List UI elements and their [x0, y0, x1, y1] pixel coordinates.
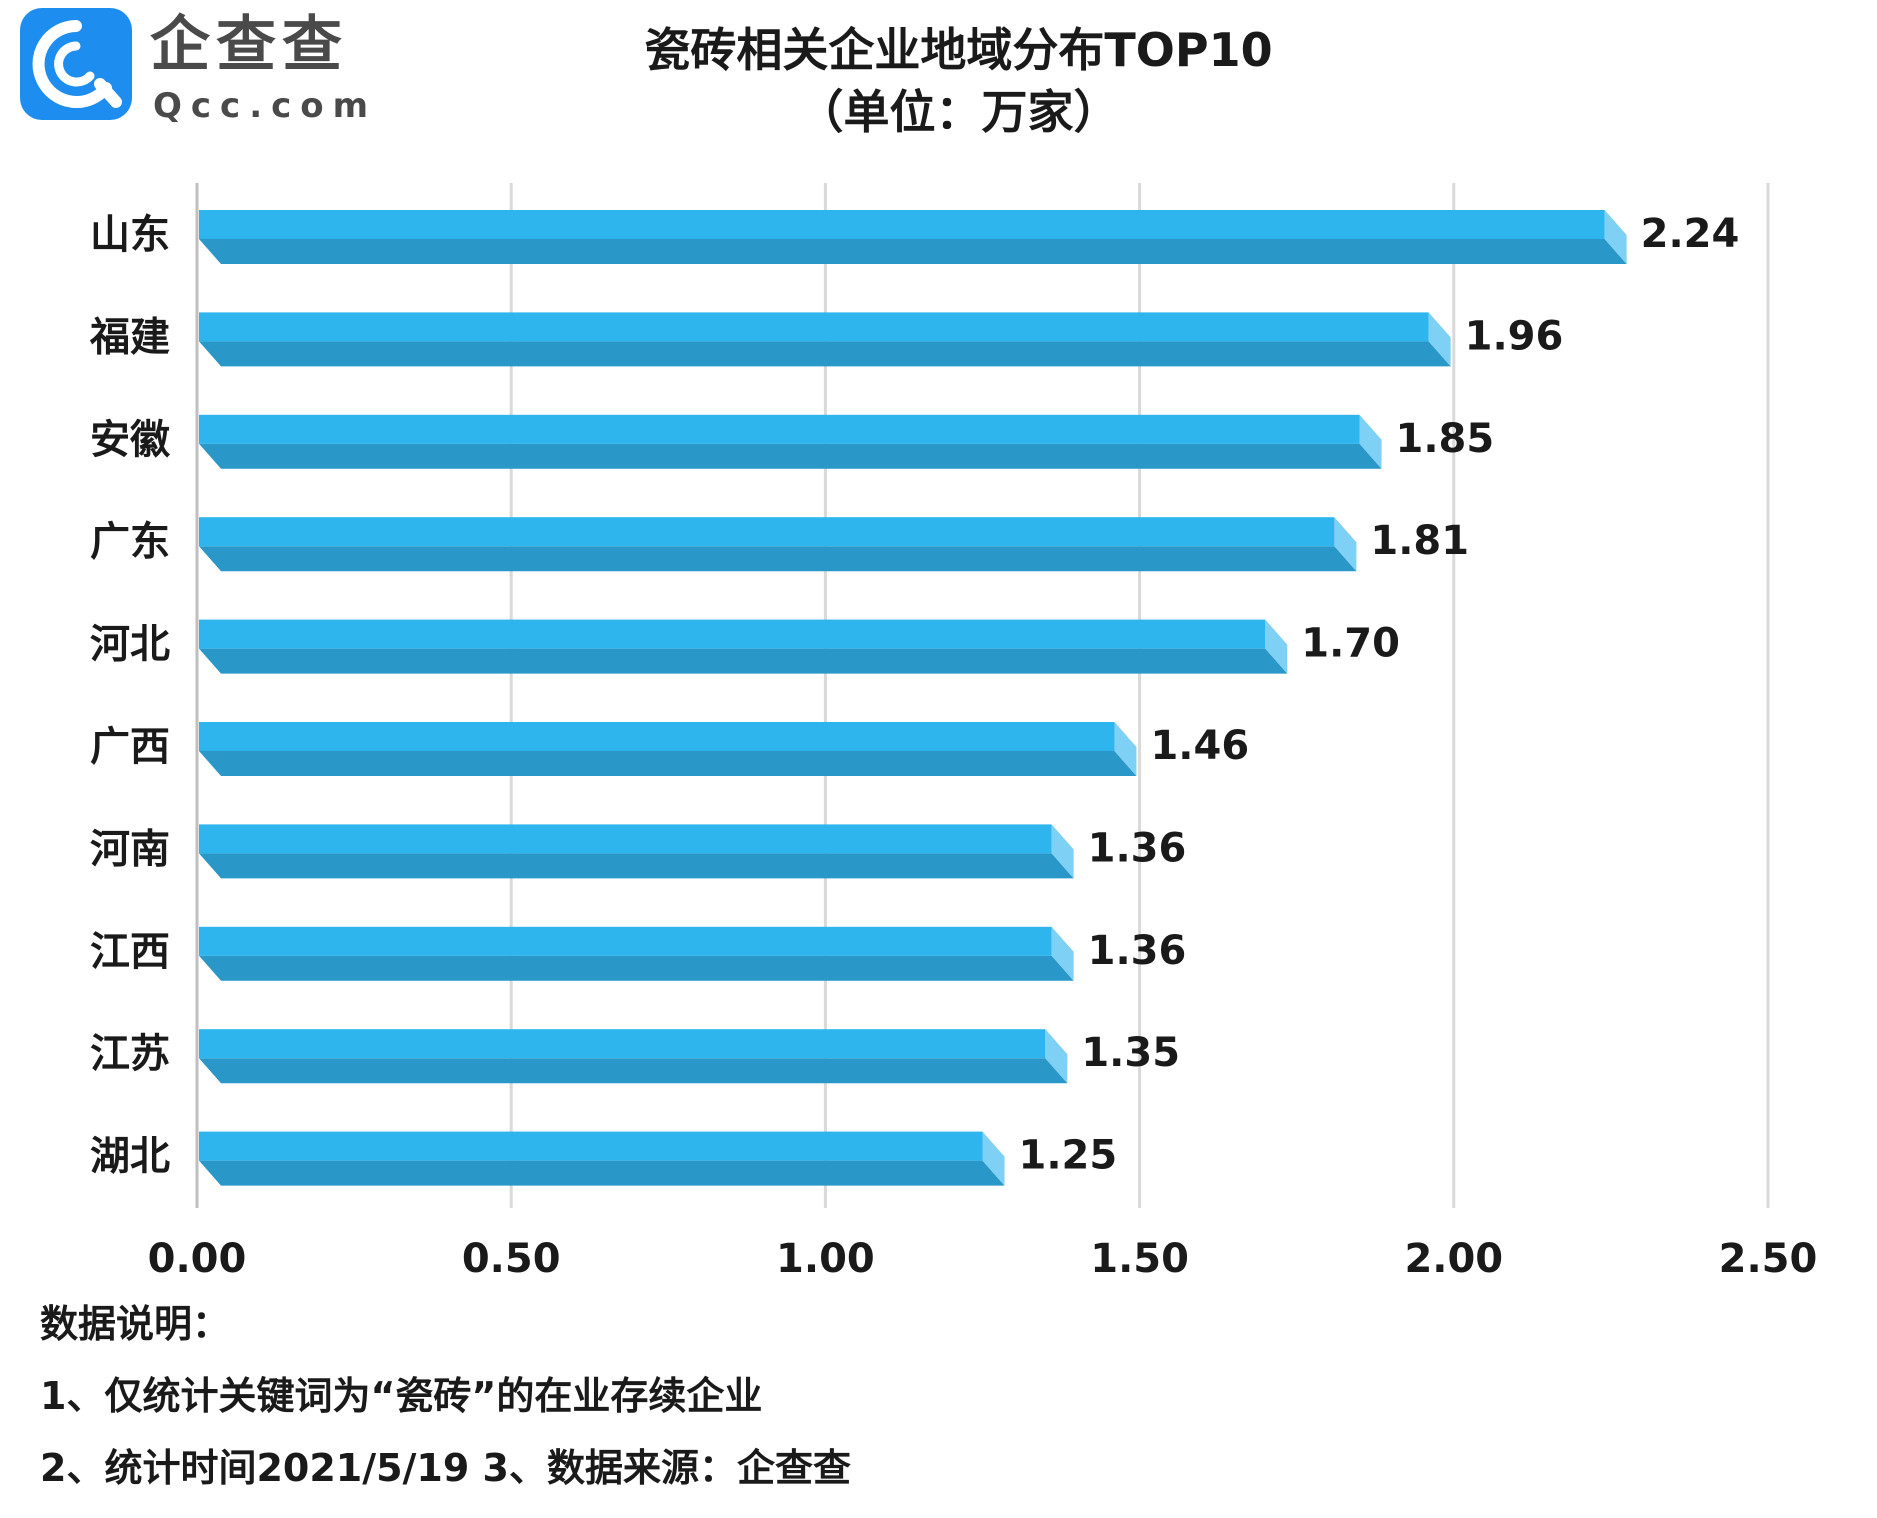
bar-end-cap [1359, 414, 1382, 469]
category-label: 山东 [90, 212, 170, 258]
category-label: 安徽 [90, 417, 171, 463]
bar [199, 517, 1335, 547]
bar-bottom-face [199, 239, 1627, 264]
bar [199, 1131, 983, 1161]
data-notes: 数据说明： 1、仅统计关键词为“瓷砖”的在业存续企业 2、统计时间2021/5/… [40, 1302, 851, 1518]
bar-bottom-face [199, 853, 1074, 879]
x-tick-label: 1.50 [1090, 1236, 1189, 1282]
x-tick-label: 2.00 [1404, 1236, 1503, 1282]
category-label: 福建 [89, 314, 170, 360]
x-tick-label: 1.00 [776, 1236, 875, 1282]
data-label: 2.24 [1641, 211, 1740, 257]
bar-bottom-face [199, 955, 1074, 981]
bar-chart: 山东 2.24 福建 1.96 安徽 1.85 广东 1.81 河北 1.70 广西 1.46 河南 1.… [89, 183, 1818, 1282]
chart-title: 瓷砖相关企业地域分布TOP10 [644, 23, 1273, 77]
logo-name: 企查查 [150, 10, 348, 80]
bar [199, 210, 1605, 239]
notes-line-1: 1、仅统计关键词为“瓷砖”的在业存续企业 [40, 1374, 763, 1418]
bar-end-cap [1045, 1029, 1068, 1084]
data-label: 1.85 [1396, 416, 1495, 462]
bar [199, 312, 1429, 342]
data-label: 1.36 [1088, 825, 1187, 871]
data-label: 1.46 [1150, 723, 1249, 769]
data-label: 1.70 [1301, 621, 1400, 667]
notes-line-2: 2、统计时间2021/5/19 3、数据来源：企查查 [40, 1446, 851, 1490]
bar-bottom-face [199, 1058, 1068, 1084]
bar-end-cap [1428, 312, 1451, 367]
bar [199, 619, 1266, 649]
bar-end-cap [1265, 619, 1288, 674]
category-label: 湖北 [90, 1134, 170, 1180]
bar-bottom-face [199, 648, 1288, 674]
bar-bottom-face [199, 1160, 1005, 1186]
bar [199, 1029, 1046, 1059]
bar [199, 824, 1052, 854]
category-label: 河北 [90, 622, 170, 668]
notes-heading: 数据说明： [40, 1302, 231, 1346]
data-label: 1.81 [1370, 518, 1469, 564]
x-tick-label: 0.50 [462, 1236, 561, 1282]
bar-end-cap [982, 1131, 1005, 1186]
bar-end-cap [1334, 517, 1357, 572]
x-tick-label: 2.50 [1719, 1236, 1818, 1282]
category-label: 河南 [90, 826, 170, 872]
bar-bottom-face [199, 341, 1451, 367]
bar-bottom-face [199, 546, 1357, 572]
category-label: 江西 [90, 929, 170, 975]
chart-subtitle: （单位：万家） [797, 85, 1120, 139]
category-label: 广东 [90, 519, 170, 565]
logo-domain: Qcc.com [153, 86, 378, 126]
bar [199, 926, 1052, 956]
category-label: 广西 [90, 724, 170, 770]
data-label: 1.36 [1088, 928, 1187, 974]
data-label: 1.96 [1465, 313, 1564, 359]
bar [199, 414, 1360, 444]
bar-end-cap [1114, 722, 1137, 776]
bar-bottom-face [199, 443, 1382, 469]
data-label: 1.25 [1019, 1133, 1118, 1179]
bar-bottom-face [199, 751, 1137, 776]
qcc-logo-icon [20, 8, 132, 120]
qcc-logo: 企查查 Qcc.com [20, 8, 368, 128]
bar-end-cap [1051, 926, 1074, 981]
bar-end-cap [1051, 824, 1074, 879]
bar [199, 722, 1115, 751]
category-label: 江苏 [90, 1031, 170, 1077]
data-label: 1.35 [1081, 1030, 1180, 1076]
x-tick-label: 0.00 [148, 1236, 247, 1282]
bar-end-cap [1604, 210, 1627, 264]
